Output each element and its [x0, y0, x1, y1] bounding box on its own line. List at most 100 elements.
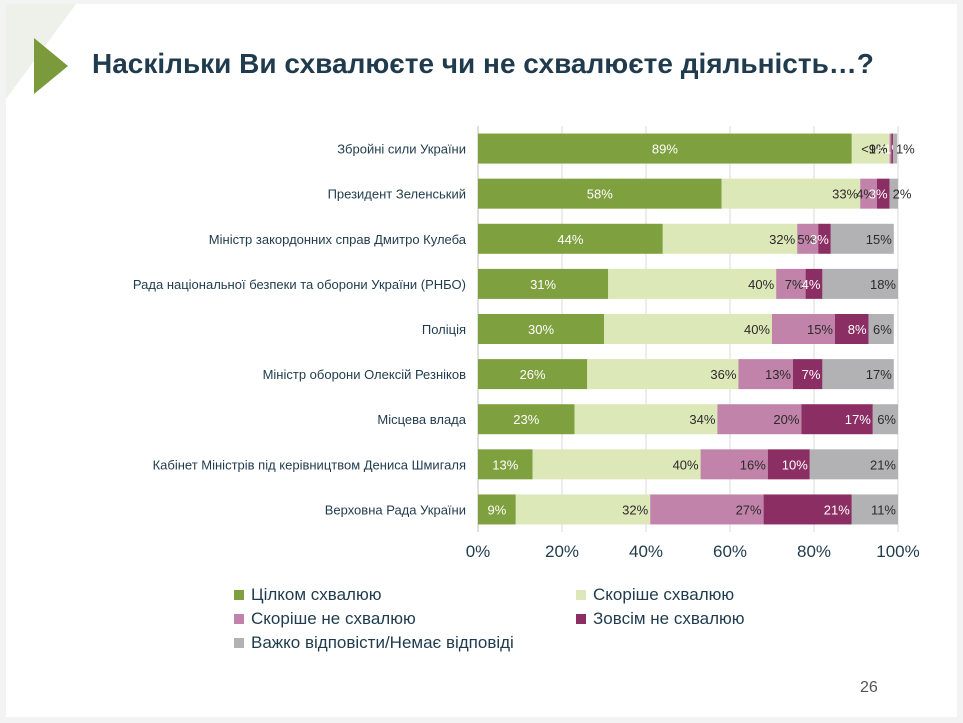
x-tick-label: 60%: [713, 542, 747, 561]
legend-label: Цілком схвалюю: [251, 585, 382, 604]
bar-segment: [851, 133, 890, 164]
data-label: 11%: [871, 502, 896, 517]
category-label: Поліція: [422, 322, 466, 337]
bar-segment: [809, 449, 898, 480]
data-label: 36%: [710, 367, 736, 382]
bar-segment: [891, 133, 893, 164]
data-label: 17%: [845, 412, 871, 427]
bar-segment: [478, 314, 604, 344]
data-label: 6%: [877, 412, 896, 427]
data-label: 23%: [513, 412, 539, 427]
legend-item-dont-know: Важко відповісти/Немає відповіді: [234, 632, 576, 654]
bar-segment: [822, 359, 894, 390]
legend-item-fully-disapprove: Зовсім не схвалюю: [576, 608, 876, 630]
data-label: 6%: [873, 322, 892, 337]
bar-segment: [797, 223, 819, 254]
bar-segment: [776, 268, 806, 299]
bar-segment: [793, 359, 823, 390]
x-tick-label: 0%: [466, 542, 491, 561]
bar-segment: [851, 494, 898, 525]
bar-segment: [608, 268, 777, 299]
bar-segment: [877, 178, 890, 209]
bar-segment: [767, 449, 810, 480]
category-label: Місцева влада: [377, 412, 466, 427]
data-label: 32%: [622, 502, 648, 517]
bar-segment: [717, 404, 802, 435]
bar-segment: [830, 223, 894, 254]
bar-segment: [662, 223, 798, 254]
data-label: 4%: [802, 277, 821, 292]
bar-segment: [478, 359, 588, 390]
data-label: 3%: [810, 232, 829, 247]
x-tick-label: 80%: [797, 542, 831, 561]
bar-segment: [478, 133, 852, 164]
data-label: 16%: [740, 457, 766, 472]
category-label: Міністр закордонних справ Дмитро Кулеба: [209, 232, 467, 247]
data-label: 15%: [866, 232, 892, 247]
data-label: 18%: [870, 277, 896, 292]
data-label: 26%: [520, 367, 546, 382]
bar-segment: [515, 494, 651, 525]
bar-segment: [700, 449, 768, 480]
data-label: 9%: [488, 502, 507, 517]
bar-segment: [772, 314, 835, 344]
data-label: 7%: [785, 277, 804, 292]
legend-item-fully-approve: Цілком схвалюю: [234, 584, 576, 606]
category-label: Збройні сили України: [337, 142, 466, 157]
bar-segment: [587, 359, 739, 390]
legend-swatch: [234, 614, 244, 624]
chart-legend: Цілком схвалюю Скоріше схвалюю Скоріше н…: [234, 584, 874, 654]
data-label: 40%: [748, 277, 774, 292]
bar-segment: [860, 178, 877, 209]
category-label: Міністр оборони Олексій Резніков: [263, 367, 467, 382]
data-label: 44%: [557, 232, 583, 247]
bar-segment: [478, 178, 722, 209]
bar-segment: [650, 494, 764, 525]
legend-label: Важко відповісти/Немає відповіді: [251, 633, 514, 652]
play-arrow-icon: [34, 38, 68, 94]
bar-segment: [872, 404, 898, 435]
bar-segment: [818, 223, 831, 254]
data-label: 10%: [782, 457, 808, 472]
data-label: <1%: [861, 142, 888, 157]
legend-label: Скоріше не схвалюю: [251, 609, 416, 628]
data-label: 13%: [492, 457, 518, 472]
data-label: 3%: [869, 187, 888, 202]
x-tick-label: 100%: [876, 542, 919, 561]
bar-segment: [835, 314, 869, 344]
bar-segment: [805, 268, 823, 299]
bar-segment: [478, 404, 575, 435]
data-label: 17%: [866, 367, 892, 382]
data-label: 89%: [652, 142, 678, 157]
data-label: 34%: [689, 412, 715, 427]
bar-segment: [892, 133, 898, 164]
category-label: Кабінет Міністрів під керівництвом Денис…: [153, 457, 466, 472]
data-label: 5%: [797, 232, 816, 247]
data-label: 20%: [773, 412, 799, 427]
legend-swatch: [234, 590, 244, 600]
bar-segment: [738, 359, 793, 390]
data-label: 4%: [856, 187, 875, 202]
bar-segment: [478, 268, 609, 299]
data-label: 33%: [832, 187, 858, 202]
data-label: 21%: [824, 502, 850, 517]
data-label: 27%: [736, 502, 762, 517]
bar-segment: [763, 494, 852, 525]
page-title: Наскільки Ви схвалюєте чи не схвалюєте д…: [92, 48, 874, 79]
page-number: 26: [860, 679, 878, 696]
bar-segment: [478, 223, 663, 254]
data-label: 31%: [530, 277, 556, 292]
data-label: 8%: [848, 322, 867, 337]
bar-segment: [574, 404, 718, 435]
legend-swatch: [576, 614, 586, 624]
category-label: Верховна Рада України: [325, 502, 466, 517]
data-label: 1%: [896, 142, 915, 157]
x-tick-label: 40%: [629, 542, 663, 561]
data-label: 40%: [673, 457, 699, 472]
data-label: 2%: [893, 187, 912, 202]
data-label: 15%: [807, 322, 833, 337]
bar-segment: [801, 404, 873, 435]
bar-segment: [822, 268, 898, 299]
legend-item-rather-disapprove: Скоріше не схвалюю: [234, 608, 576, 630]
